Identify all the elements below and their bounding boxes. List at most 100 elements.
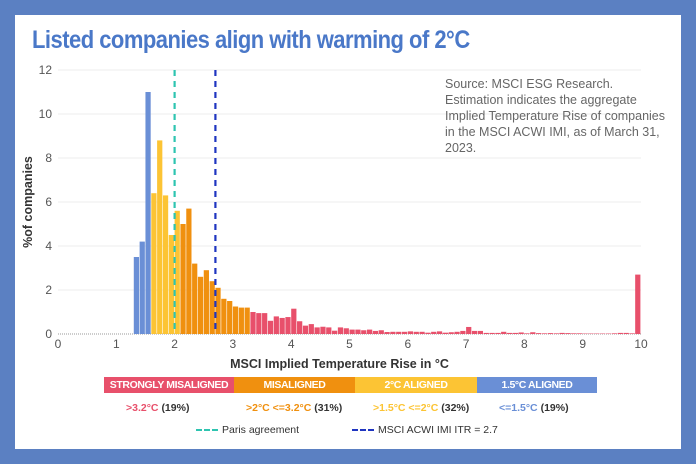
histogram-bar	[366, 329, 373, 334]
histogram-bar	[477, 330, 483, 334]
histogram-bar	[308, 324, 314, 334]
histogram-bar	[506, 332, 513, 334]
x-tick-label: 9	[579, 337, 586, 351]
histogram-bar	[343, 328, 349, 334]
histogram-bar	[571, 333, 577, 334]
histogram-bar	[448, 332, 454, 334]
histogram-bar	[174, 210, 180, 334]
histogram-bar	[384, 332, 390, 334]
histogram-bar	[262, 313, 268, 334]
histogram-bar	[355, 329, 361, 334]
share: (19%)	[161, 402, 190, 414]
histogram-bar	[361, 330, 367, 334]
band-misaligned: MISALIGNED	[234, 377, 355, 393]
histogram-bar	[302, 325, 309, 334]
range: <=1.5°C	[499, 402, 538, 414]
y-tick-label: 12	[39, 63, 53, 77]
dashed-line-icon	[196, 429, 218, 432]
histogram-bar	[180, 224, 186, 334]
y-tick-label: 4	[45, 239, 52, 253]
y-tick-label: 0	[45, 327, 52, 341]
histogram-bar	[390, 331, 396, 334]
histogram-bar	[332, 330, 338, 334]
histogram-bar	[565, 333, 571, 334]
pct-15c-aligned: <=1.5°C (19%)	[499, 402, 569, 414]
share: (32%)	[441, 402, 470, 414]
dashed-line-icon	[352, 429, 374, 432]
histogram-bar	[250, 312, 256, 334]
histogram-bar	[244, 307, 250, 334]
legend-paris: Paris agreement	[196, 424, 299, 436]
y-axis-label: %of companies	[21, 156, 35, 248]
histogram-bar	[483, 332, 489, 334]
y-tick-label: 10	[39, 107, 53, 121]
x-tick-label: 1	[113, 337, 120, 351]
histogram-bar	[291, 308, 297, 334]
histogram-bar	[501, 331, 507, 334]
histogram-bar	[454, 331, 460, 334]
chart-title: Listed companies align with warming of 2…	[32, 26, 470, 54]
histogram-bar	[297, 321, 303, 334]
histogram-bar	[162, 195, 169, 334]
histogram-bar	[635, 274, 641, 334]
histogram-bar	[512, 332, 518, 334]
histogram-bar	[209, 281, 215, 334]
band-15c-aligned: 1.5°C ALIGNED	[477, 377, 597, 393]
histogram-bar	[396, 331, 402, 334]
histogram-bar	[197, 276, 204, 334]
histogram-bar	[186, 208, 192, 334]
histogram-bar	[536, 333, 542, 334]
histogram-bar	[337, 327, 344, 334]
histogram-bar	[524, 333, 530, 334]
histogram-bar	[168, 235, 174, 334]
histogram-bar	[553, 333, 559, 334]
histogram-bar	[145, 92, 151, 334]
histogram-bar	[221, 298, 227, 334]
band-2c-aligned: 2°C ALIGNED	[355, 377, 477, 393]
histogram-bar	[518, 332, 524, 334]
histogram-bar	[489, 332, 495, 334]
histogram-bar	[413, 331, 419, 334]
histogram-bar	[256, 313, 262, 334]
histogram-bar	[407, 331, 414, 334]
histogram-bar	[139, 241, 145, 334]
histogram-bar	[466, 326, 472, 334]
share: (19%)	[540, 402, 569, 414]
histogram-bar	[530, 332, 536, 334]
histogram-bar	[611, 333, 618, 334]
legend-label: Paris agreement	[222, 424, 300, 436]
histogram-bar	[576, 333, 583, 334]
legend-label: MSCI ACWI IMI ITR = 2.7	[378, 424, 498, 436]
histogram-bar	[227, 301, 233, 334]
x-tick-label: 8	[521, 337, 528, 351]
histogram-bar	[559, 332, 565, 334]
y-tick-label: 2	[45, 283, 52, 297]
histogram-bar	[431, 331, 437, 334]
histogram-bar	[238, 307, 244, 334]
histogram-bar	[326, 327, 332, 334]
source-note: Source: MSCI ESG Research. Estimation in…	[445, 77, 666, 155]
histogram-bar	[401, 331, 408, 334]
histogram-bar	[495, 332, 501, 334]
histogram-bar	[541, 333, 548, 334]
histogram-bar	[285, 317, 291, 334]
histogram-bar	[372, 330, 379, 334]
pct-misaligned: >2°C <=3.2°C (31%)	[246, 402, 342, 414]
pct-strongly-misaligned: >3.2°C (19%)	[126, 402, 189, 414]
histogram-bar	[442, 332, 449, 334]
histogram-bar	[192, 263, 198, 334]
histogram-bar	[314, 327, 320, 334]
legend-msci: MSCI ACWI IMI ITR = 2.7	[352, 424, 498, 436]
histogram-bar	[151, 193, 157, 334]
histogram-bar	[623, 332, 629, 334]
x-tick-label: 7	[463, 337, 470, 351]
histogram-bar	[157, 140, 163, 334]
x-tick-label: 6	[404, 337, 411, 351]
range: >3.2°C	[126, 402, 159, 414]
x-tick-label: 10	[634, 337, 648, 351]
histogram-bar	[460, 330, 466, 334]
histogram-bar	[471, 330, 478, 334]
x-tick-label: 5	[346, 337, 353, 351]
histogram-bar	[215, 287, 221, 334]
